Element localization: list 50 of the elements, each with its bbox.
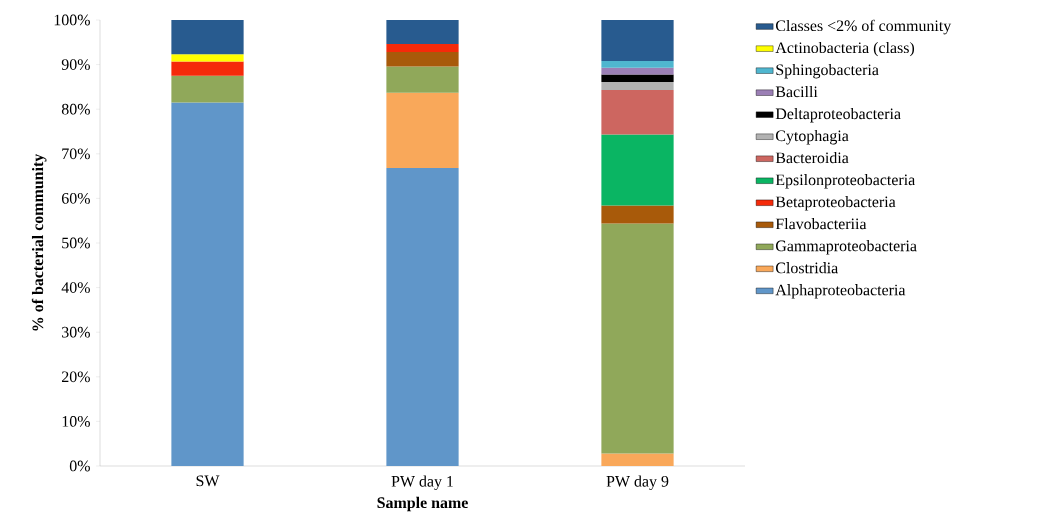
- bar: [171, 75, 244, 103]
- bar: [171, 61, 244, 76]
- legend-label: Actinobacteria (class): [775, 41, 915, 57]
- bar: [386, 66, 459, 93]
- y-tick-label: 10%: [62, 416, 90, 427]
- legend-label: Sphingobacteria: [776, 63, 879, 79]
- bar: [386, 92, 459, 169]
- legend-label: Flavobacteriia: [775, 218, 867, 230]
- bar: [601, 205, 674, 224]
- bar: [601, 67, 674, 75]
- legend-label: Betaproteobacteria: [775, 196, 896, 211]
- legend-label: Classes <2% of community: [775, 19, 952, 35]
- y-tick-label: 20%: [61, 371, 90, 383]
- bar: [171, 102, 244, 466]
- bar: [601, 134, 674, 206]
- legend-label: Deltaproteobacteria: [775, 107, 901, 123]
- bar: [601, 453, 674, 466]
- bar: [386, 52, 459, 67]
- y-tick-label: 90%: [61, 59, 90, 70]
- bar: [601, 81, 674, 91]
- x-tick-label: PW day 1: [391, 475, 453, 490]
- legend-label: Gammaproteobacteria: [775, 240, 917, 255]
- y-axis-title: % of bacterial community: [31, 153, 47, 331]
- legend-label: Alphaproteobacteria: [775, 284, 906, 299]
- x-axis-title: Sample name: [377, 496, 468, 512]
- x-tick-label: SW: [196, 475, 220, 487]
- bar: [601, 74, 674, 82]
- bar: [171, 20, 244, 55]
- y-tick-label: 30%: [62, 326, 90, 338]
- bar: [601, 223, 674, 454]
- bar: [386, 20, 459, 45]
- x-tick-label: PW day 9: [606, 475, 669, 490]
- legend-label: Epsilonproteobacteria: [775, 174, 915, 189]
- bar: [601, 61, 674, 68]
- bar: [171, 54, 244, 62]
- y-tick-label: 70%: [62, 148, 90, 160]
- y-tick-label: 100%: [54, 14, 90, 26]
- legend-label: Bacilli: [775, 85, 818, 98]
- legend-label: Bacteroidia: [775, 152, 849, 164]
- y-tick-label: 60%: [61, 193, 90, 204]
- y-tick-label: 40%: [61, 282, 90, 293]
- y-tick-label: 50%: [62, 237, 90, 249]
- legend-label: Cytophagia: [775, 129, 849, 145]
- y-tick-label: 0%: [69, 460, 90, 472]
- bar: [386, 44, 459, 53]
- bar: [601, 20, 674, 62]
- legend-label: Clostridia: [775, 262, 838, 274]
- bar: [601, 90, 674, 135]
- y-tick-label: 80%: [61, 103, 90, 115]
- bar: [386, 168, 459, 466]
